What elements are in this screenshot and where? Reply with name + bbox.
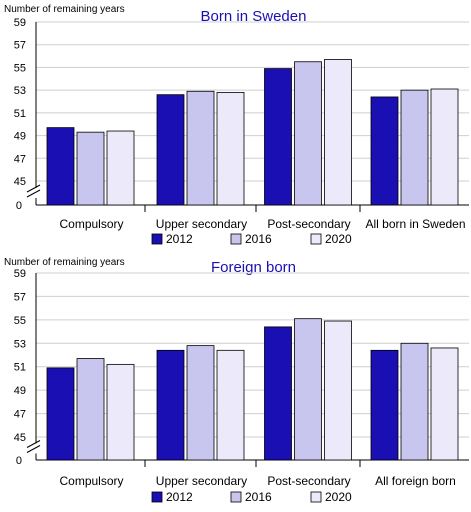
y-tick-label-zero: 0 xyxy=(16,455,22,467)
y-tick-label: 47 xyxy=(14,153,26,165)
bar-2016 xyxy=(76,131,105,206)
bar-2012 xyxy=(370,349,399,461)
legend-swatch xyxy=(310,491,322,503)
x-tick-label: Compulsory xyxy=(59,217,123,231)
axis-break-mark xyxy=(26,184,41,193)
chart-title: Born in Sweden xyxy=(201,8,307,25)
bar-2016 xyxy=(186,90,215,206)
y-tick-label: 53 xyxy=(14,85,26,97)
y-tick-label-zero: 0 xyxy=(16,200,22,212)
y-tick-label: 59 xyxy=(14,268,26,280)
y-axis-label: Number of remaining years xyxy=(4,4,125,15)
y-tick-label: 59 xyxy=(14,17,26,29)
legend-label: 2020 xyxy=(325,232,352,246)
y-tick-label: 49 xyxy=(14,385,26,397)
y-tick-label: 55 xyxy=(14,315,26,327)
axis-break-mark xyxy=(26,189,41,198)
axis-break-mark xyxy=(26,440,41,448)
y-tick-label: 55 xyxy=(14,62,26,74)
legend-label: 2016 xyxy=(245,490,272,504)
legend-label: 2020 xyxy=(325,490,352,504)
legend-swatch xyxy=(230,233,242,245)
bar-2016 xyxy=(294,61,322,206)
bar-2012 xyxy=(46,127,75,206)
y-tick-label: 51 xyxy=(14,362,26,374)
bar-2012 xyxy=(156,349,185,461)
bar-2016 xyxy=(76,358,105,461)
legend-swatch xyxy=(151,491,163,503)
legend-label: 2016 xyxy=(245,232,272,246)
bar-2020 xyxy=(106,130,135,206)
bar-2020 xyxy=(106,363,135,461)
bar-2020 xyxy=(324,59,352,206)
bar-2012 xyxy=(370,96,399,206)
x-tick-label: Post-secondary xyxy=(267,217,350,231)
legend-swatch xyxy=(230,491,242,503)
legend-swatch xyxy=(151,233,163,245)
bar-2020 xyxy=(324,320,352,461)
bar-2020 xyxy=(216,349,245,461)
x-tick-label: All born in Sweden xyxy=(365,217,465,231)
chart-title: Foreign born xyxy=(211,259,296,276)
y-tick-label: 45 xyxy=(14,176,26,188)
bar-2016 xyxy=(400,89,429,206)
chart-panel-2: Number of remaining years Foreign born 45 4… xyxy=(4,257,469,504)
bar-2016 xyxy=(400,342,429,461)
legend-label: 2012 xyxy=(166,490,193,504)
bar-2012 xyxy=(156,94,185,206)
y-tick-label: 51 xyxy=(14,108,26,120)
y-tick-label: 57 xyxy=(14,40,26,52)
x-tick-label: Compulsory xyxy=(59,474,123,488)
legend-label: 2012 xyxy=(166,232,193,246)
bar-2020 xyxy=(430,347,459,461)
y-tick-label: 57 xyxy=(14,291,26,303)
y-axis-label: Number of remaining years xyxy=(4,257,125,268)
bar-2020 xyxy=(216,92,245,206)
y-tick-label: 47 xyxy=(14,409,26,421)
bar-2016 xyxy=(186,345,215,461)
x-tick-label: Upper secondary xyxy=(156,217,247,231)
bar-2012 xyxy=(264,326,292,461)
y-tick-label: 49 xyxy=(14,131,26,143)
x-tick-label: Post-secondary xyxy=(267,474,350,488)
y-tick-label: 45 xyxy=(14,432,26,444)
x-tick-label: All foreign born xyxy=(375,474,456,488)
y-tick-label: 53 xyxy=(14,338,26,350)
bar-2016 xyxy=(294,318,322,461)
bar-2020 xyxy=(430,88,459,206)
chart-panel-1: Number of remaining years Born in Sweden 4… xyxy=(4,4,469,246)
bar-2012 xyxy=(46,367,75,461)
bar-2012 xyxy=(264,68,292,206)
legend-swatch xyxy=(310,233,322,245)
axis-break-mark xyxy=(26,445,41,453)
x-tick-label: Upper secondary xyxy=(156,474,247,488)
